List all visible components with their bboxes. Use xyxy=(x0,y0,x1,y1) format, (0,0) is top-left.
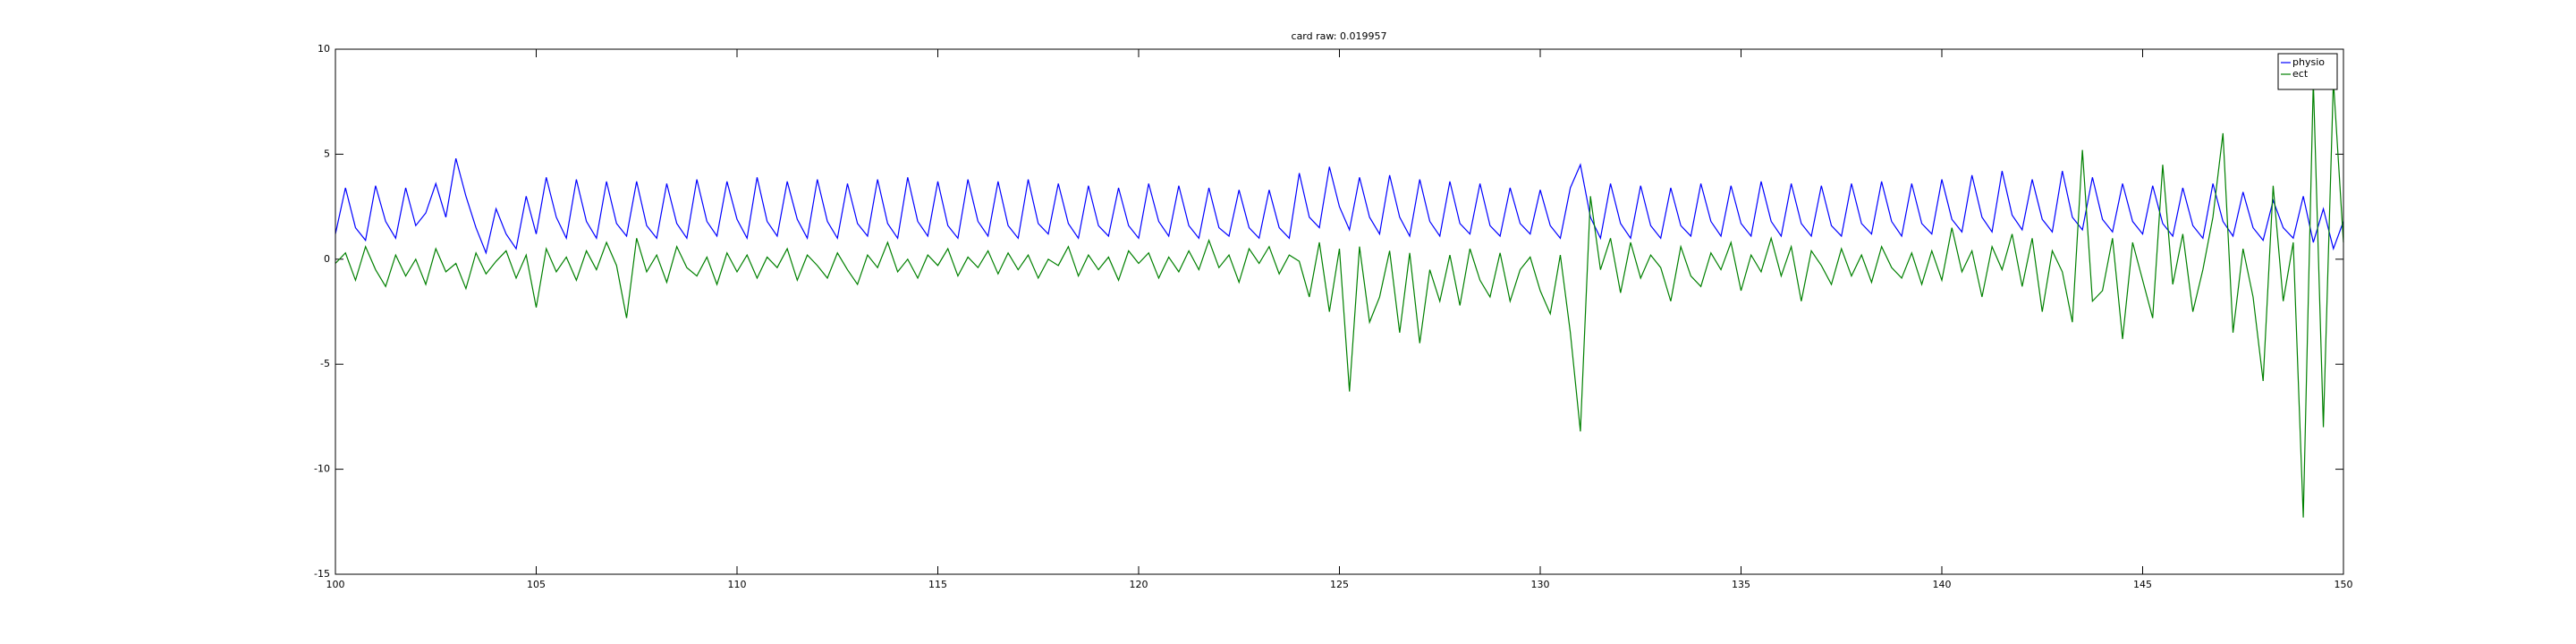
y-tick-label: 5 xyxy=(324,148,330,159)
y-tick-label: 10 xyxy=(318,43,330,55)
x-tick-label: 105 xyxy=(527,579,546,590)
x-tick-label: 150 xyxy=(2334,579,2353,590)
x-tick-label: 125 xyxy=(1330,579,1349,590)
y-tick-label: 0 xyxy=(324,253,330,265)
x-tick-label: 100 xyxy=(326,579,345,590)
x-tick-label: 120 xyxy=(1130,579,1148,590)
y-tick-label: -15 xyxy=(314,568,330,580)
chart-title: card raw: 0.019957 xyxy=(1292,30,1387,42)
legend-label: physio xyxy=(2292,56,2325,68)
x-tick-label: 115 xyxy=(928,579,947,590)
x-tick-label: 135 xyxy=(1732,579,1750,590)
legend-box xyxy=(2277,53,2338,90)
series-line xyxy=(335,80,2344,518)
x-tick-label: 110 xyxy=(728,579,747,590)
series-line xyxy=(335,157,2344,255)
x-tick-label: 130 xyxy=(1531,579,1550,590)
x-tick-label: 140 xyxy=(1933,579,1952,590)
axes-box xyxy=(335,48,2344,575)
y-tick-label: -10 xyxy=(314,463,330,475)
x-tick-label: 145 xyxy=(2133,579,2152,590)
y-tick-label: -5 xyxy=(320,358,330,369)
legend-label: ect xyxy=(2292,68,2309,80)
